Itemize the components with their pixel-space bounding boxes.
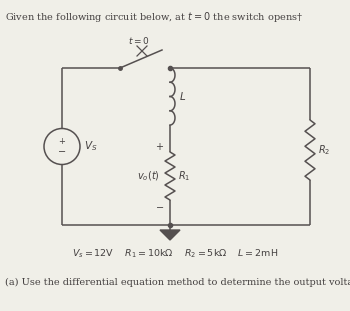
Text: $V_S$: $V_S$ <box>84 140 97 153</box>
Text: $R_2$: $R_2$ <box>318 143 330 157</box>
Text: +: + <box>58 137 65 146</box>
Polygon shape <box>160 230 180 240</box>
Text: Given the following circuit below, at $t = 0$ the switch opens†: Given the following circuit below, at $t… <box>5 10 303 24</box>
Text: (a) Use the differential equation method to determine the output voltage: (a) Use the differential equation method… <box>5 278 350 287</box>
Text: $+$: $+$ <box>155 141 164 151</box>
Text: $L$: $L$ <box>179 91 186 103</box>
Text: $V_s = 12\mathrm{V}$    $R_1 = 10\mathrm{k}\Omega$    $R_2 = 5\mathrm{k}\Omega$ : $V_s = 12\mathrm{V}$ $R_1 = 10\mathrm{k}… <box>72 248 278 261</box>
Text: $t{=}0$: $t{=}0$ <box>128 35 150 45</box>
Text: −: − <box>58 146 66 156</box>
Text: $R_1$: $R_1$ <box>178 169 190 183</box>
Text: $-$: $-$ <box>155 202 164 211</box>
Text: $v_o(t)$: $v_o(t)$ <box>137 169 160 183</box>
